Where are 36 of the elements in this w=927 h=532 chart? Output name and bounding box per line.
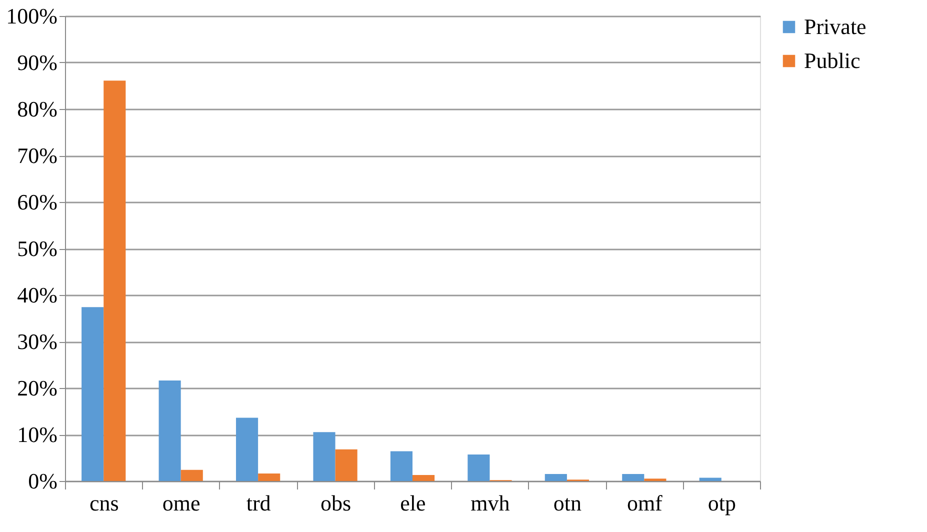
bar	[412, 474, 435, 481]
x-tick-label: otn	[553, 490, 582, 516]
y-tick-label: 20%	[17, 376, 58, 400]
x-tick-label: trd	[246, 490, 271, 516]
legend-label: Private	[804, 14, 866, 39]
bar	[699, 478, 722, 481]
y-tick-label: 10%	[17, 422, 58, 447]
bar	[390, 451, 412, 481]
bar	[82, 307, 104, 481]
y-tick-label: 30%	[17, 329, 58, 354]
x-tick-label: obs	[320, 490, 352, 516]
legend-label: Public	[804, 48, 860, 73]
x-tick-label: ele	[400, 490, 426, 516]
y-tick-label: 100%	[6, 4, 58, 28]
y-tick-label: 60%	[17, 190, 58, 214]
bar	[258, 474, 280, 481]
x-tick-label: cns	[89, 490, 119, 516]
bar	[468, 454, 490, 481]
x-tick-label: omf	[626, 490, 664, 516]
x-tick-label: otp	[708, 490, 736, 516]
y-tick-label: 40%	[17, 282, 58, 308]
y-tick-label: 0%	[28, 468, 58, 494]
bar	[236, 418, 258, 481]
bar	[544, 474, 567, 481]
x-tick-label: mvh	[470, 490, 510, 516]
y-tick-label: 70%	[17, 143, 58, 168]
bar	[622, 474, 644, 481]
y-tick-label: 80%	[17, 96, 58, 122]
x-tick-label: ome	[162, 490, 200, 516]
bar	[313, 432, 336, 481]
bar	[180, 470, 203, 481]
bar	[158, 380, 181, 481]
y-tick-label: 90%	[17, 50, 58, 75]
bar	[104, 80, 126, 481]
bar	[335, 449, 358, 481]
y-tick-label: 50%	[17, 236, 58, 261]
